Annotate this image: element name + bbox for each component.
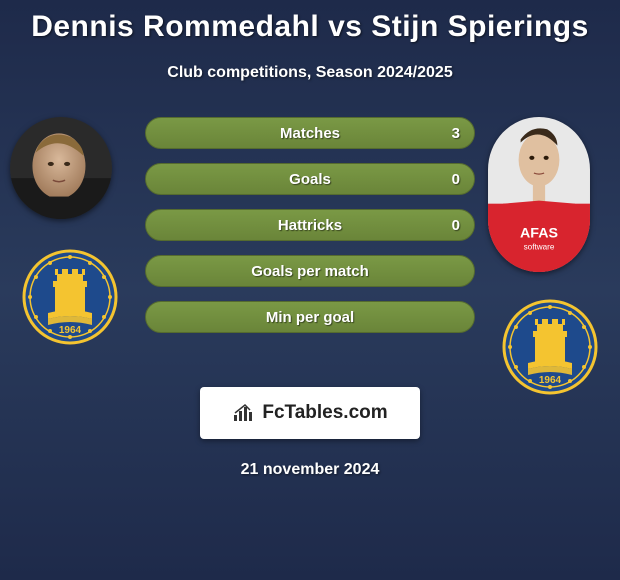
stat-bar-min-per-goal: Min per goal (145, 301, 475, 333)
subtitle: Club competitions, Season 2024/2025 (0, 64, 620, 82)
stat-bars: Matches 3 Goals 0 Hattricks 0 Goals per … (145, 117, 475, 333)
stat-label: Goals per match (251, 263, 369, 280)
comparison-area: Matches 3 Goals 0 Hattricks 0 Goals per … (0, 117, 620, 377)
stat-bar-goals-per-match: Goals per match (145, 255, 475, 287)
club-year: 1964 (539, 375, 562, 386)
date-label: 21 november 2024 (0, 461, 620, 479)
club-crest-left: 1964 (20, 247, 120, 347)
kit-sponsor-sub: software (524, 243, 555, 252)
brand-logo: FcTables.com (200, 387, 420, 439)
kit-sponsor-text: AFAS (520, 225, 558, 241)
club-crest-right: 1964 (500, 297, 600, 397)
brand-text: FcTables.com (262, 402, 387, 424)
stat-bar-hattricks: Hattricks 0 (145, 209, 475, 241)
stat-value-right: 3 (452, 125, 460, 142)
player-photo-right: AFAS software (488, 117, 590, 272)
page-title: Dennis Rommedahl vs Stijn Spierings (0, 0, 620, 44)
player-photo-left (10, 117, 112, 219)
chart-icon (232, 403, 256, 423)
stat-value-right: 0 (452, 171, 460, 188)
stat-bar-matches: Matches 3 (145, 117, 475, 149)
stat-value-right: 0 (452, 217, 460, 234)
stat-label: Hattricks (278, 217, 342, 234)
club-year: 1964 (59, 325, 82, 336)
stat-bar-goals: Goals 0 (145, 163, 475, 195)
stat-label: Goals (289, 171, 331, 188)
stat-label: Min per goal (266, 309, 354, 326)
stat-label: Matches (280, 125, 340, 142)
